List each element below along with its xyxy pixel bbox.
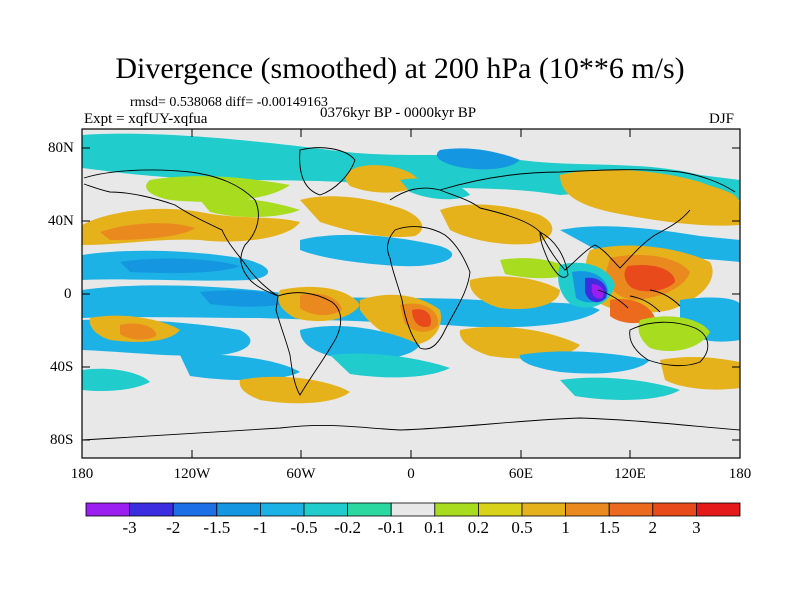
colorbar [85,502,741,517]
colorbar-label: -0.1 [377,518,405,537]
stats-line: rmsd= 0.538068 diff= -0.00149163 [130,95,328,110]
field-south-atlantic-green [330,353,450,378]
x-tick-180-right: 180 [728,466,752,482]
field-north-atlantic-green [146,176,290,202]
colorbar-label: 0.1 [424,518,446,537]
colorbar-swatch [303,502,348,517]
colorbar-swatch [434,502,479,517]
colorbar-label: 3 [692,518,701,537]
continent-outlines [82,147,740,441]
colorbar-label: -0.5 [290,518,318,537]
axis-ticks [82,129,740,458]
colorbar-swatch [259,502,305,517]
colorbar-swatch [129,502,174,517]
field-arctic-orange [345,165,420,193]
y-tick-0: 0 [64,286,72,302]
field-south-america-deep-orange [300,293,342,316]
colorbar-swatch [216,502,261,517]
maritime-continent-outline [597,289,681,313]
field-south-indian-orange [459,326,580,359]
map-title: Divergence (smoothed) at 200 hPa (10**6 … [115,52,685,85]
x-tick-120W: 120W [173,466,211,482]
field-southern-ocean-cyan [82,368,150,392]
field-maritime-red [624,264,675,292]
north-america-outline [83,169,279,297]
y-tick-80N: 80N [48,140,74,156]
colorbar-swatch [565,502,610,517]
y-tick-80S: 80S [50,432,74,448]
field-south-atlantic-cyan [300,325,420,360]
colorbar-label: -1 [253,518,268,537]
field-africa-red [412,309,432,328]
field-asia-orange [440,204,553,245]
australia-outline [629,321,709,367]
y-tick-40S: 40S [50,359,74,375]
colorbar-label: 0.5 [511,518,533,537]
field-south-indian-cyan [519,351,650,374]
field-mid-lat-cyan [300,234,453,267]
colorbar-label: 1.5 [598,518,620,537]
colorbar-label: -2 [166,518,181,537]
field-atlantic-orange [300,196,423,238]
colorbar-label: -3 [122,518,137,537]
colorbar-swatch [608,502,654,517]
field-equatorial-green [500,258,575,279]
colorbar-swatch [652,502,697,517]
x-tick-120E: 120E [614,466,646,482]
colorbar-label: 0.2 [467,518,490,537]
field-southern-ocean-cyan-2 [560,377,680,400]
field-northeast-orange [560,169,740,226]
field-indian-ocean-orange [469,276,560,310]
divergence-field [82,133,740,404]
colorbar-swatch [347,502,392,517]
colorbar-swatch [696,502,741,517]
south-america-outline [275,292,342,396]
field-north-pacific-deep-orange [100,223,195,240]
antarctica-outline [82,417,740,441]
colorbar-swatch [85,502,130,517]
field-australia-green [638,316,710,352]
field-central-pacific-green [200,198,300,218]
india-outline [539,231,569,278]
colorbar-label: -0.2 [334,518,362,537]
field-bay-purple [591,284,604,299]
colorbar-label: 1 [561,518,570,537]
x-tick-60E: 60E [508,466,534,482]
field-arctic-blue [436,148,520,170]
field-indonesia-red-orange [610,298,655,324]
greenland-outline [299,147,356,196]
experiment-label: Expt = xqfUY-xqfua [84,111,208,127]
field-southern-orange-2 [660,356,740,390]
colorbar-label: 2 [648,518,658,537]
colorbar-swatch [390,502,436,517]
colorbar-label: -1.5 [203,518,231,537]
x-tick-0: 0 [407,466,415,482]
colorbar-swatch [521,502,566,517]
colorbar-swatch [172,502,218,517]
season-label: DJF [709,111,735,127]
y-tick-40N: 40N [48,213,74,229]
field-southern-orange-1 [239,376,350,404]
x-tick-60W: 60W [286,466,316,482]
x-tick-180-left: 180 [70,466,94,482]
field-subtropical-blue [120,258,240,274]
period-label: 0376kyr BP - 0000kyr BP [320,105,477,121]
field-east-asia-cyan [560,226,740,262]
colorbar-swatch [477,502,523,517]
field-south-pacific-central-cyan [180,354,300,381]
field-south-pacific-deep-orange [120,323,157,340]
